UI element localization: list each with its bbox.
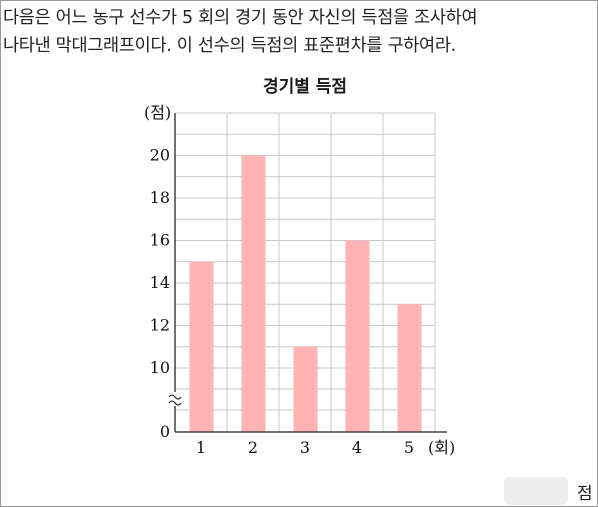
bar-3 (293, 346, 318, 432)
question-text: 다음은 어느 농구 선수가 5 회의 경기 동안 자신의 득점을 조사하여 나타… (3, 4, 593, 60)
x-axis-label: (회) (428, 438, 455, 457)
answer-input[interactable] (504, 477, 568, 505)
bar-5 (397, 304, 422, 432)
x-tick-label: 3 (300, 438, 310, 457)
axis-break-mark-upper (168, 394, 182, 400)
y-tick-label-zero: 0 (160, 422, 170, 441)
y-tick-label: 18 (150, 188, 170, 207)
y-tick-label: 16 (150, 231, 170, 250)
x-tick-label: 4 (352, 438, 362, 457)
x-tick-label: 5 (404, 438, 414, 457)
y-axis-label: (점) (144, 103, 171, 122)
axis-break-mark-lower (168, 400, 182, 406)
question-line-2: 나타낸 막대그래프이다. 이 선수의 득점의 표준편차를 구하여라. (3, 36, 456, 56)
question-line-1: 다음은 어느 농구 선수가 5 회의 경기 동안 자신의 득점을 조사하여 (3, 8, 478, 28)
bar-1 (189, 261, 214, 432)
y-tick-label: 20 (150, 146, 170, 165)
y-tick-label: 10 (150, 358, 170, 377)
y-tick-label: 12 (150, 316, 170, 335)
x-tick-label: 2 (248, 438, 258, 457)
chart-title: 경기별 득점 (262, 77, 348, 97)
answer-unit-label: 점 (577, 484, 593, 504)
x-tick-label: 1 (196, 438, 206, 457)
y-tick-label: 14 (150, 273, 170, 292)
bar-2 (241, 155, 266, 432)
bar-4 (345, 240, 370, 432)
